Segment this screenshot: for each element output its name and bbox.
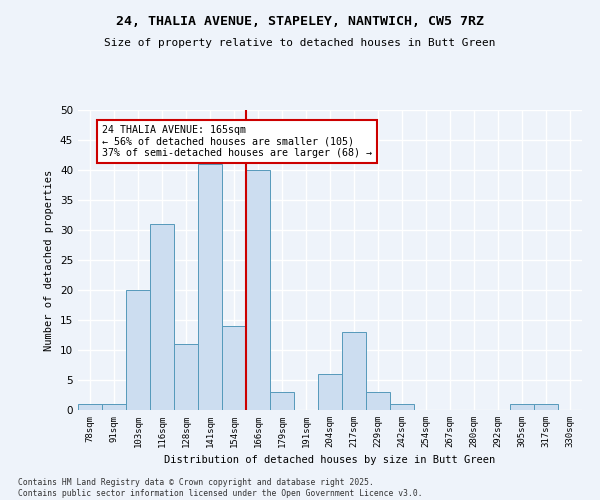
Text: 24, THALIA AVENUE, STAPELEY, NANTWICH, CW5 7RZ: 24, THALIA AVENUE, STAPELEY, NANTWICH, C… [116, 15, 484, 28]
Y-axis label: Number of detached properties: Number of detached properties [44, 170, 55, 350]
X-axis label: Distribution of detached houses by size in Butt Green: Distribution of detached houses by size … [164, 456, 496, 466]
Bar [78, 404, 102, 410]
Bar [534, 404, 558, 410]
Bar [366, 392, 390, 410]
Text: Contains HM Land Registry data © Crown copyright and database right 2025.
Contai: Contains HM Land Registry data © Crown c… [18, 478, 422, 498]
Bar [222, 326, 246, 410]
Bar [342, 332, 366, 410]
Bar [102, 404, 126, 410]
Bar [150, 224, 174, 410]
Bar [174, 344, 198, 410]
Bar [510, 404, 534, 410]
Bar [246, 170, 270, 410]
Bar [270, 392, 294, 410]
Text: Size of property relative to detached houses in Butt Green: Size of property relative to detached ho… [104, 38, 496, 48]
Bar [126, 290, 150, 410]
Text: 24 THALIA AVENUE: 165sqm
← 56% of detached houses are smaller (105)
37% of semi-: 24 THALIA AVENUE: 165sqm ← 56% of detach… [102, 125, 372, 158]
Bar [390, 404, 414, 410]
Bar [318, 374, 342, 410]
Bar [198, 164, 222, 410]
